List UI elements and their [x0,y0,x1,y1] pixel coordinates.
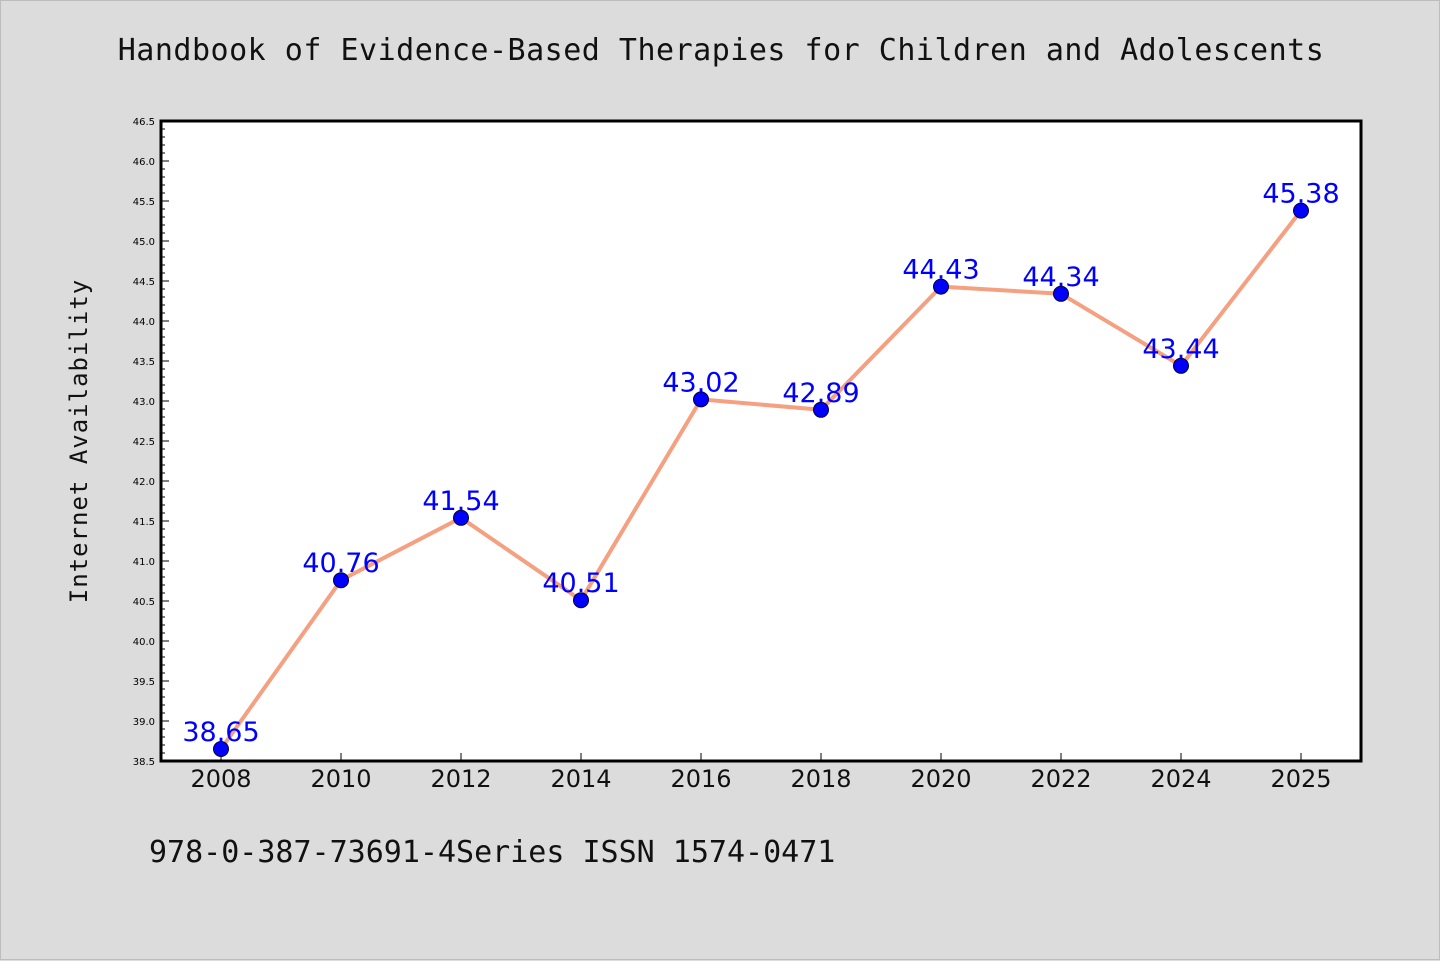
data-label: 42.89 [782,378,859,409]
footer-note: 978-0-387-73691-4Series ISSN 1574-0471 [149,835,836,870]
data-point [573,592,589,609]
x-tick-label: 2025 [1270,765,1331,793]
x-tick-label: 2014 [550,765,611,793]
data-point [213,741,229,757]
y-tick-label: 45.5 [133,197,155,208]
series-line-group [213,202,1309,757]
x-tick-label: 2022 [1030,765,1091,793]
data-point [333,572,349,589]
y-tick-label: 39.0 [133,717,155,728]
series-line [219,209,1303,751]
y-tick-label: 44.0 [133,317,155,328]
x-tick-label: 2010 [310,765,371,793]
y-tick-label: 45.0 [133,237,155,248]
data-point [813,401,829,418]
data-label: 43.44 [1142,334,1219,365]
y-tick-label: 42.0 [133,477,155,488]
data-point [1173,357,1189,374]
y-tick-label: 41.5 [133,517,155,528]
y-tick-label: 43.5 [133,357,155,368]
y-tick-label: 41.0 [133,557,155,568]
x-tick-label: 2008 [190,765,251,793]
data-label: 44.43 [902,255,979,286]
x-axis: 2008 2010 2012 2014 2016 2018 2020 2022 2024 2025 [190,753,1332,793]
data-point [1053,285,1069,302]
y-tick-label: 44.5 [133,277,155,288]
y-tick-label: 38.5 [133,757,155,768]
y-tick-label: 46.5 [133,117,155,128]
data-point [693,391,709,408]
y-tick-label: 46.0 [133,157,155,168]
y-tick-label: 43.0 [133,397,155,408]
data-label: 41.54 [422,486,499,517]
data-label: 40.51 [542,568,619,599]
data-label: 44.34 [1022,262,1099,293]
data-labels: 38.65 40.76 41.54 40.51 43.02 42.89 44.43 44.34… [182,179,1339,748]
x-tick-label: 2018 [790,765,851,793]
data-point [933,278,949,295]
plot-area [159,119,1363,763]
data-point [1293,202,1309,219]
data-label: 38.65 [182,717,259,748]
chart-title: Handbook of Evidence-Based Therapies for… [117,33,1325,68]
data-point [453,509,469,526]
x-tick-label: 2024 [1150,765,1211,793]
x-tick-label: 2020 [910,765,971,793]
y-tick-label: 42.5 [133,437,155,448]
data-label: 43.02 [662,367,739,398]
x-tick-label: 2016 [670,765,731,793]
x-tick-label: 2012 [430,765,491,793]
y-tick-label: 40.5 [133,597,155,608]
y-tick-label: 39.5 [133,677,155,688]
data-label: 45.38 [1262,179,1339,210]
y-axis-label: Internet Availability [65,279,93,603]
y-axis: 38.5 39.0 39.5 40.0 40.5 41.0 41.5 42.0 42.5 43.0… [133,117,169,768]
data-label: 40.76 [302,548,379,579]
y-tick-label: 40.0 [133,637,155,648]
